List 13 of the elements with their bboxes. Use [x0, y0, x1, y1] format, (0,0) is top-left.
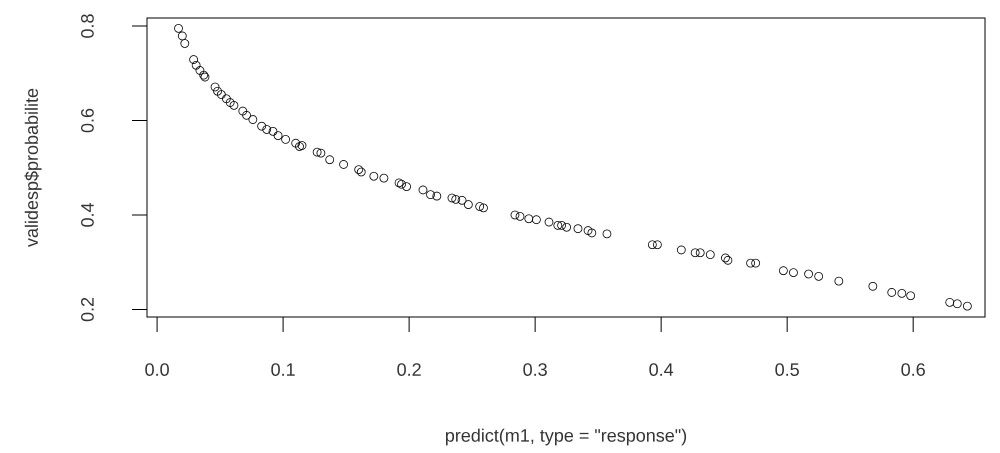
y-tick-label: 0.2 [81, 298, 94, 322]
y-tick-label: 0.6 [81, 108, 94, 132]
x-tick-label: 0.3 [523, 363, 547, 376]
x-tick-label: 0.6 [901, 363, 925, 376]
x-tick-label: 0.0 [145, 363, 169, 376]
y-tick-label: 0.8 [81, 14, 94, 38]
x-tick-label: 0.5 [775, 363, 799, 376]
x-tick-label: 0.4 [649, 363, 674, 376]
x-tick-label: 0.1 [271, 363, 295, 376]
x-tick-label: 0.2 [397, 363, 421, 376]
y-axis-title: validesp$probabilite [24, 88, 42, 247]
x-axis-title: predict(m1, type = "response") [446, 428, 686, 446]
y-tick-label: 0.4 [81, 202, 94, 227]
